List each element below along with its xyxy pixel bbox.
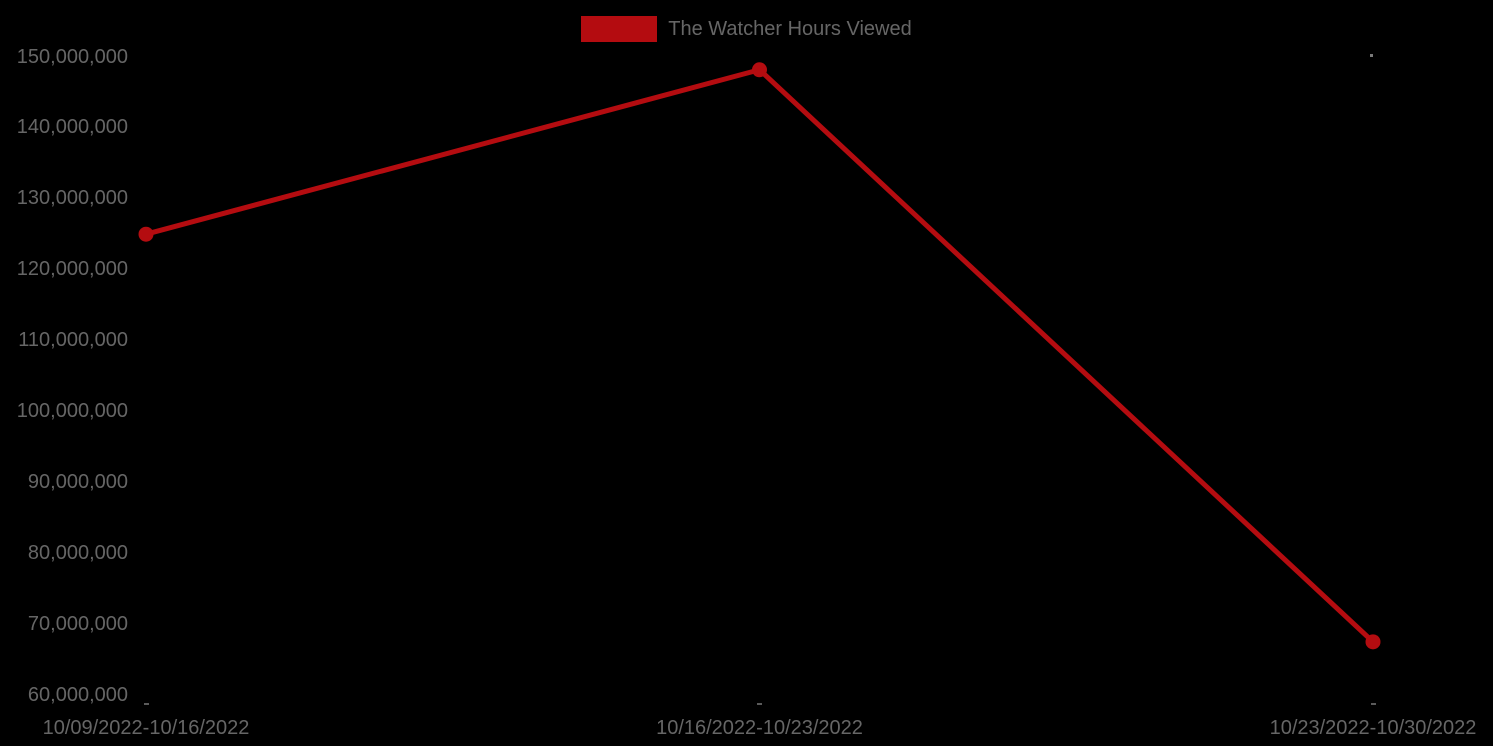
y-axis-tick-label: 130,000,000 <box>16 187 128 210</box>
x-axis-tick-mark <box>1370 703 1376 705</box>
data-point-marker[interactable] <box>138 226 154 242</box>
y-axis-tick-label: 120,000,000 <box>16 258 128 281</box>
data-point-marker[interactable] <box>1365 634 1381 650</box>
legend[interactable]: The Watcher Hours Viewed <box>0 16 1493 42</box>
x-axis-tick-label: 10/09/2022-10/16/2022 <box>42 717 250 739</box>
x-axis-tick-mark <box>757 703 762 705</box>
x-axis-tick-label: 10/23/2022-10/30/2022 <box>1269 717 1477 739</box>
legend-label: The Watcher Hours Viewed <box>668 18 912 40</box>
y-axis-tick-label: 80,000,000 <box>27 541 128 564</box>
legend-swatch <box>581 16 658 42</box>
x-axis-tick-mark <box>143 703 149 705</box>
y-axis-tick-label: 110,000,000 <box>18 329 128 352</box>
y-axis-tick-label: 150,000,000 <box>16 45 128 68</box>
y-axis-tick-label: 140,000,000 <box>16 116 128 139</box>
series-line <box>143 67 1376 645</box>
y-axis-tick-label: 60,000,000 <box>27 683 128 706</box>
y-axis-tick-label: 100,000,000 <box>16 399 128 422</box>
top-right-tick-dot <box>1370 54 1373 57</box>
data-point-marker[interactable] <box>752 62 767 78</box>
y-axis-tick-label: 90,000,000 <box>27 470 128 493</box>
y-axis-tick-label: 70,000,000 <box>27 612 128 635</box>
x-axis-tick-label: 10/16/2022-10/23/2022 <box>656 717 863 739</box>
